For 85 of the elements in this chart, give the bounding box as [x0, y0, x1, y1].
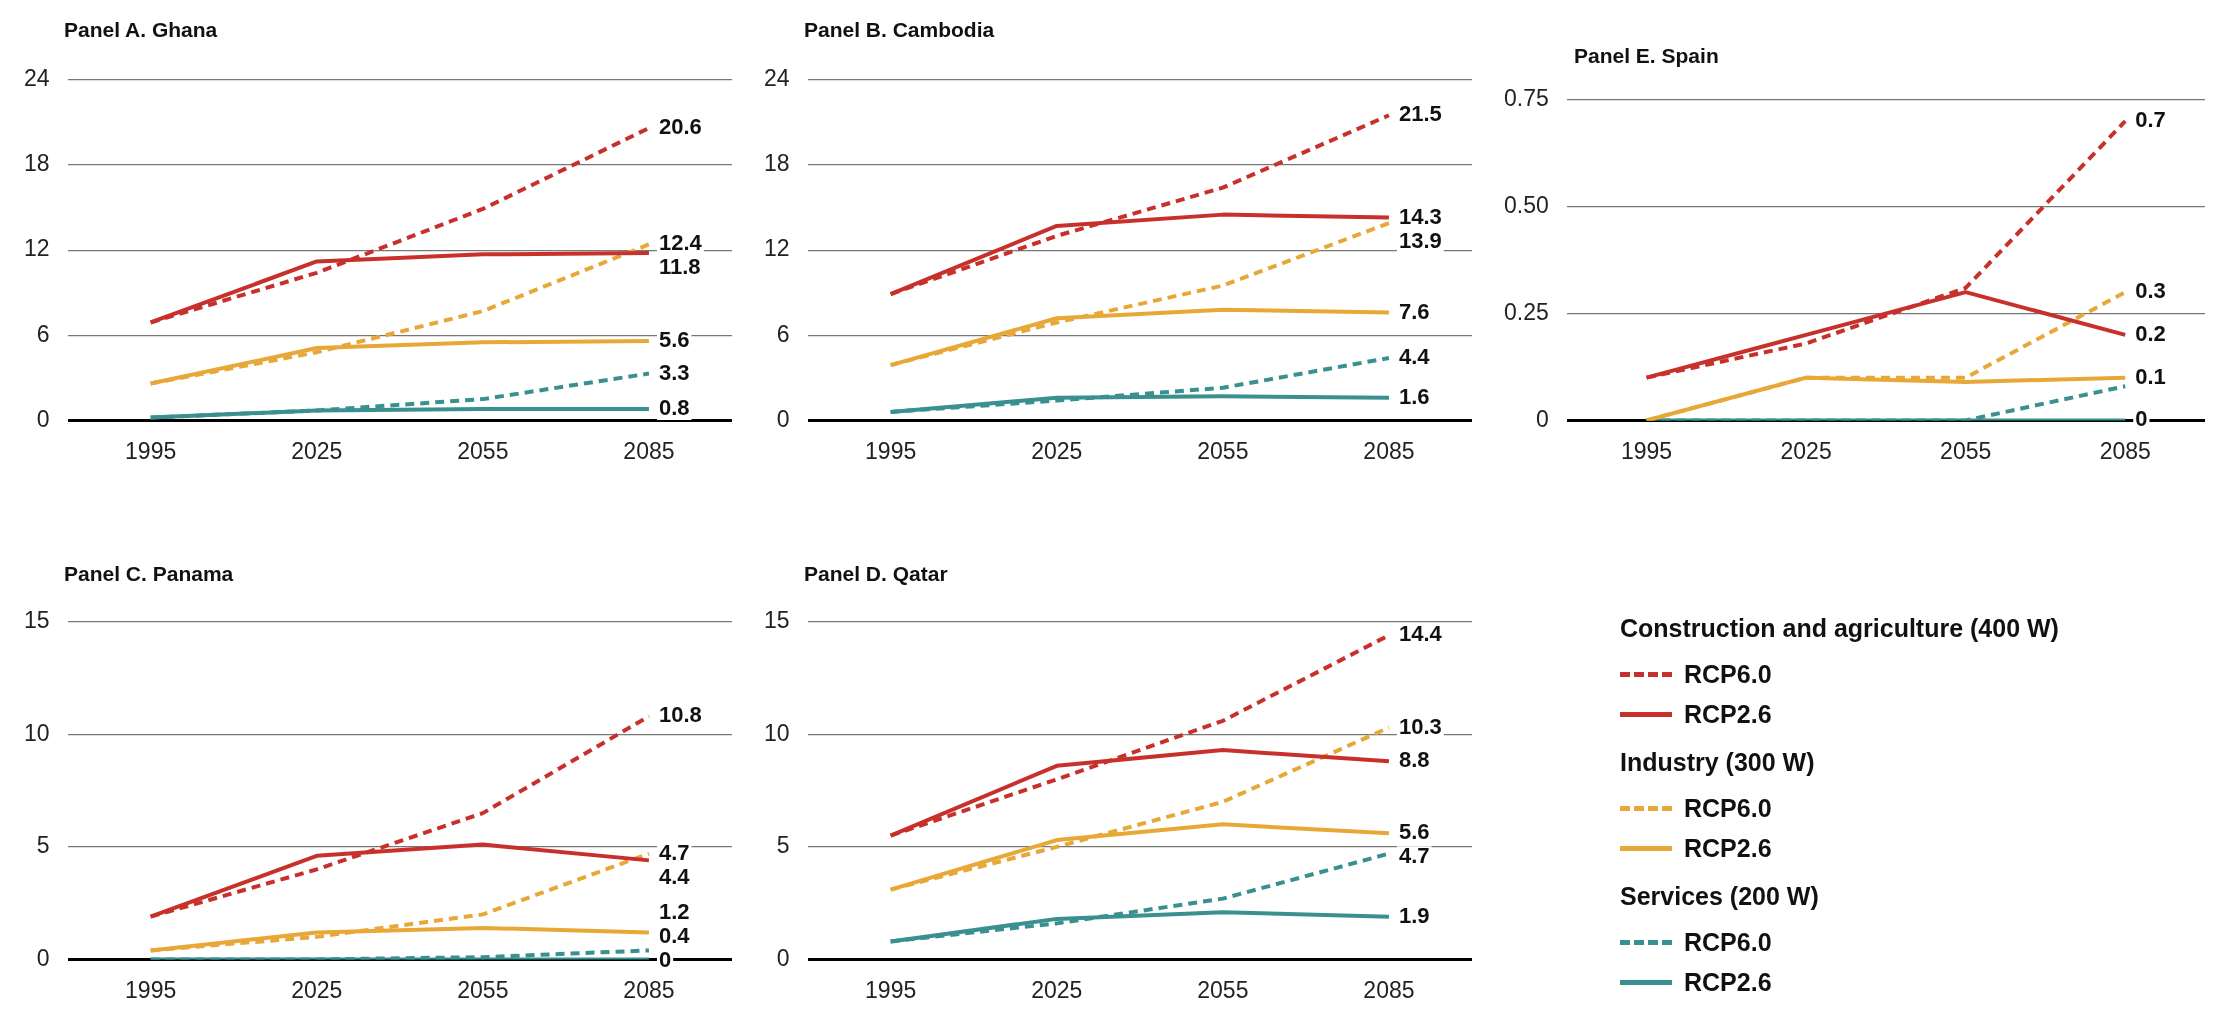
data-label: 0.7 [2135, 107, 2166, 133]
data-label: 4.7 [658, 839, 690, 865]
y-tick-label: 0 [36, 944, 50, 971]
y-tick-label: 6 [776, 320, 790, 347]
y-tick-label: 15 [763, 607, 790, 634]
legend-label: RCP2.6 [1684, 967, 1772, 997]
legend-label: RCP2.6 [1684, 833, 1772, 863]
x-tick-label: 2025 [1031, 976, 1083, 1003]
data-label: 0.3 [2135, 278, 2166, 304]
y-tick-label: 5 [36, 832, 50, 859]
x-tick-label: 1995 [125, 437, 177, 464]
x-tick-label: 2055 [1197, 437, 1249, 464]
x-tick-label: 2055 [1940, 437, 1992, 464]
data-label: 4.7 [1398, 843, 1430, 869]
data-label: 0.8 [658, 395, 690, 421]
legend-label: RCP2.6 [1684, 699, 1772, 729]
x-tick-label: 1995 [865, 976, 917, 1003]
chart-title: Panel A. Ghana [64, 18, 218, 42]
legend-label: RCP6.0 [1684, 793, 1772, 823]
data-label: 1.6 [1398, 383, 1430, 409]
chart-title: Panel C. Panama [64, 562, 234, 586]
x-tick-label: 2025 [1780, 437, 1832, 464]
y-tick-label: 12 [23, 235, 50, 262]
y-tick-label: 10 [23, 719, 50, 746]
x-tick-label: 2085 [2099, 437, 2151, 464]
y-tick-label: 0 [1535, 405, 1549, 432]
data-label: 0.2 [2135, 320, 2166, 346]
x-tick-label: 2055 [457, 437, 509, 464]
data-label: 14.3 [1398, 203, 1442, 229]
x-tick-label: 2085 [1363, 437, 1415, 464]
y-tick-label: 18 [23, 150, 50, 177]
x-tick-label: 1995 [1620, 437, 1673, 464]
y-tick-label: 0 [36, 405, 50, 432]
chart-title: Panel B. Cambodia [804, 18, 995, 42]
x-tick-label: 2055 [1197, 976, 1249, 1003]
y-tick-label: 0 [776, 944, 790, 971]
data-label: 0 [2135, 406, 2148, 432]
y-tick-label: 15 [23, 607, 50, 634]
y-tick-label: 24 [23, 65, 50, 92]
y-tick-label: 0.75 [1504, 85, 1549, 112]
data-label: 5.6 [658, 326, 690, 352]
chart-title: Panel E. Spain [1574, 44, 1719, 68]
legend-label: RCP6.0 [1684, 659, 1772, 689]
y-tick-label: 6 [36, 320, 50, 347]
y-tick-label: 0.50 [1504, 192, 1549, 219]
y-tick-label: 18 [763, 150, 790, 177]
data-label: 12.4 [658, 230, 703, 256]
y-tick-label: 5 [776, 832, 790, 859]
data-label: 7.6 [1398, 298, 1430, 324]
chart-title: Panel D. Qatar [804, 562, 948, 586]
data-label: 1.2 [658, 899, 690, 925]
text: Industry (300 W) [1620, 748, 1815, 777]
y-tick-label: 0 [776, 405, 790, 432]
data-label: 3.3 [658, 359, 690, 385]
data-label: 1.9 [1398, 902, 1430, 928]
x-tick-label: 2055 [457, 976, 509, 1003]
legend-label: RCP6.0 [1684, 927, 1772, 957]
y-tick-label: 10 [763, 719, 790, 746]
data-label: 11.8 [658, 254, 701, 280]
x-tick-label: 2025 [291, 437, 343, 464]
data-label: 8.8 [1398, 747, 1430, 773]
data-label: 5.6 [1398, 819, 1430, 845]
text: Services (200 W) [1620, 882, 1819, 911]
data-label: 10.3 [1398, 713, 1442, 739]
y-tick-label: 12 [763, 235, 790, 262]
data-label: 0.4 [658, 923, 691, 949]
x-tick-label: 1995 [125, 976, 177, 1003]
x-tick-label: 2025 [291, 976, 343, 1003]
data-label: 4.4 [1398, 344, 1431, 370]
x-tick-label: 1995 [865, 437, 917, 464]
data-label: 10.8 [658, 702, 702, 728]
text: Construction and agriculture (400 W) [1620, 614, 2059, 643]
y-tick-label: 0.25 [1504, 298, 1549, 325]
x-tick-label: 2025 [1031, 437, 1083, 464]
data-label: 20.6 [658, 114, 702, 140]
x-tick-label: 2085 [623, 437, 675, 464]
data-label: 0 [658, 947, 672, 973]
data-label: 4.4 [658, 863, 691, 889]
data-label: 13.9 [1398, 227, 1442, 253]
data-label: 14.4 [1398, 621, 1443, 647]
x-tick-label: 2085 [1363, 976, 1415, 1003]
y-tick-label: 24 [763, 65, 790, 92]
x-tick-label: 2085 [623, 976, 675, 1003]
data-label: 21.5 [1398, 101, 1442, 127]
data-label: 0.1 [2135, 363, 2166, 389]
